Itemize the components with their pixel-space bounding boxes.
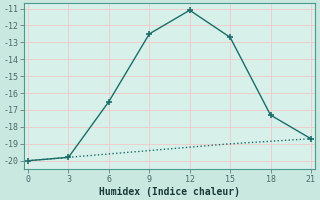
X-axis label: Humidex (Indice chaleur): Humidex (Indice chaleur) xyxy=(99,186,240,197)
